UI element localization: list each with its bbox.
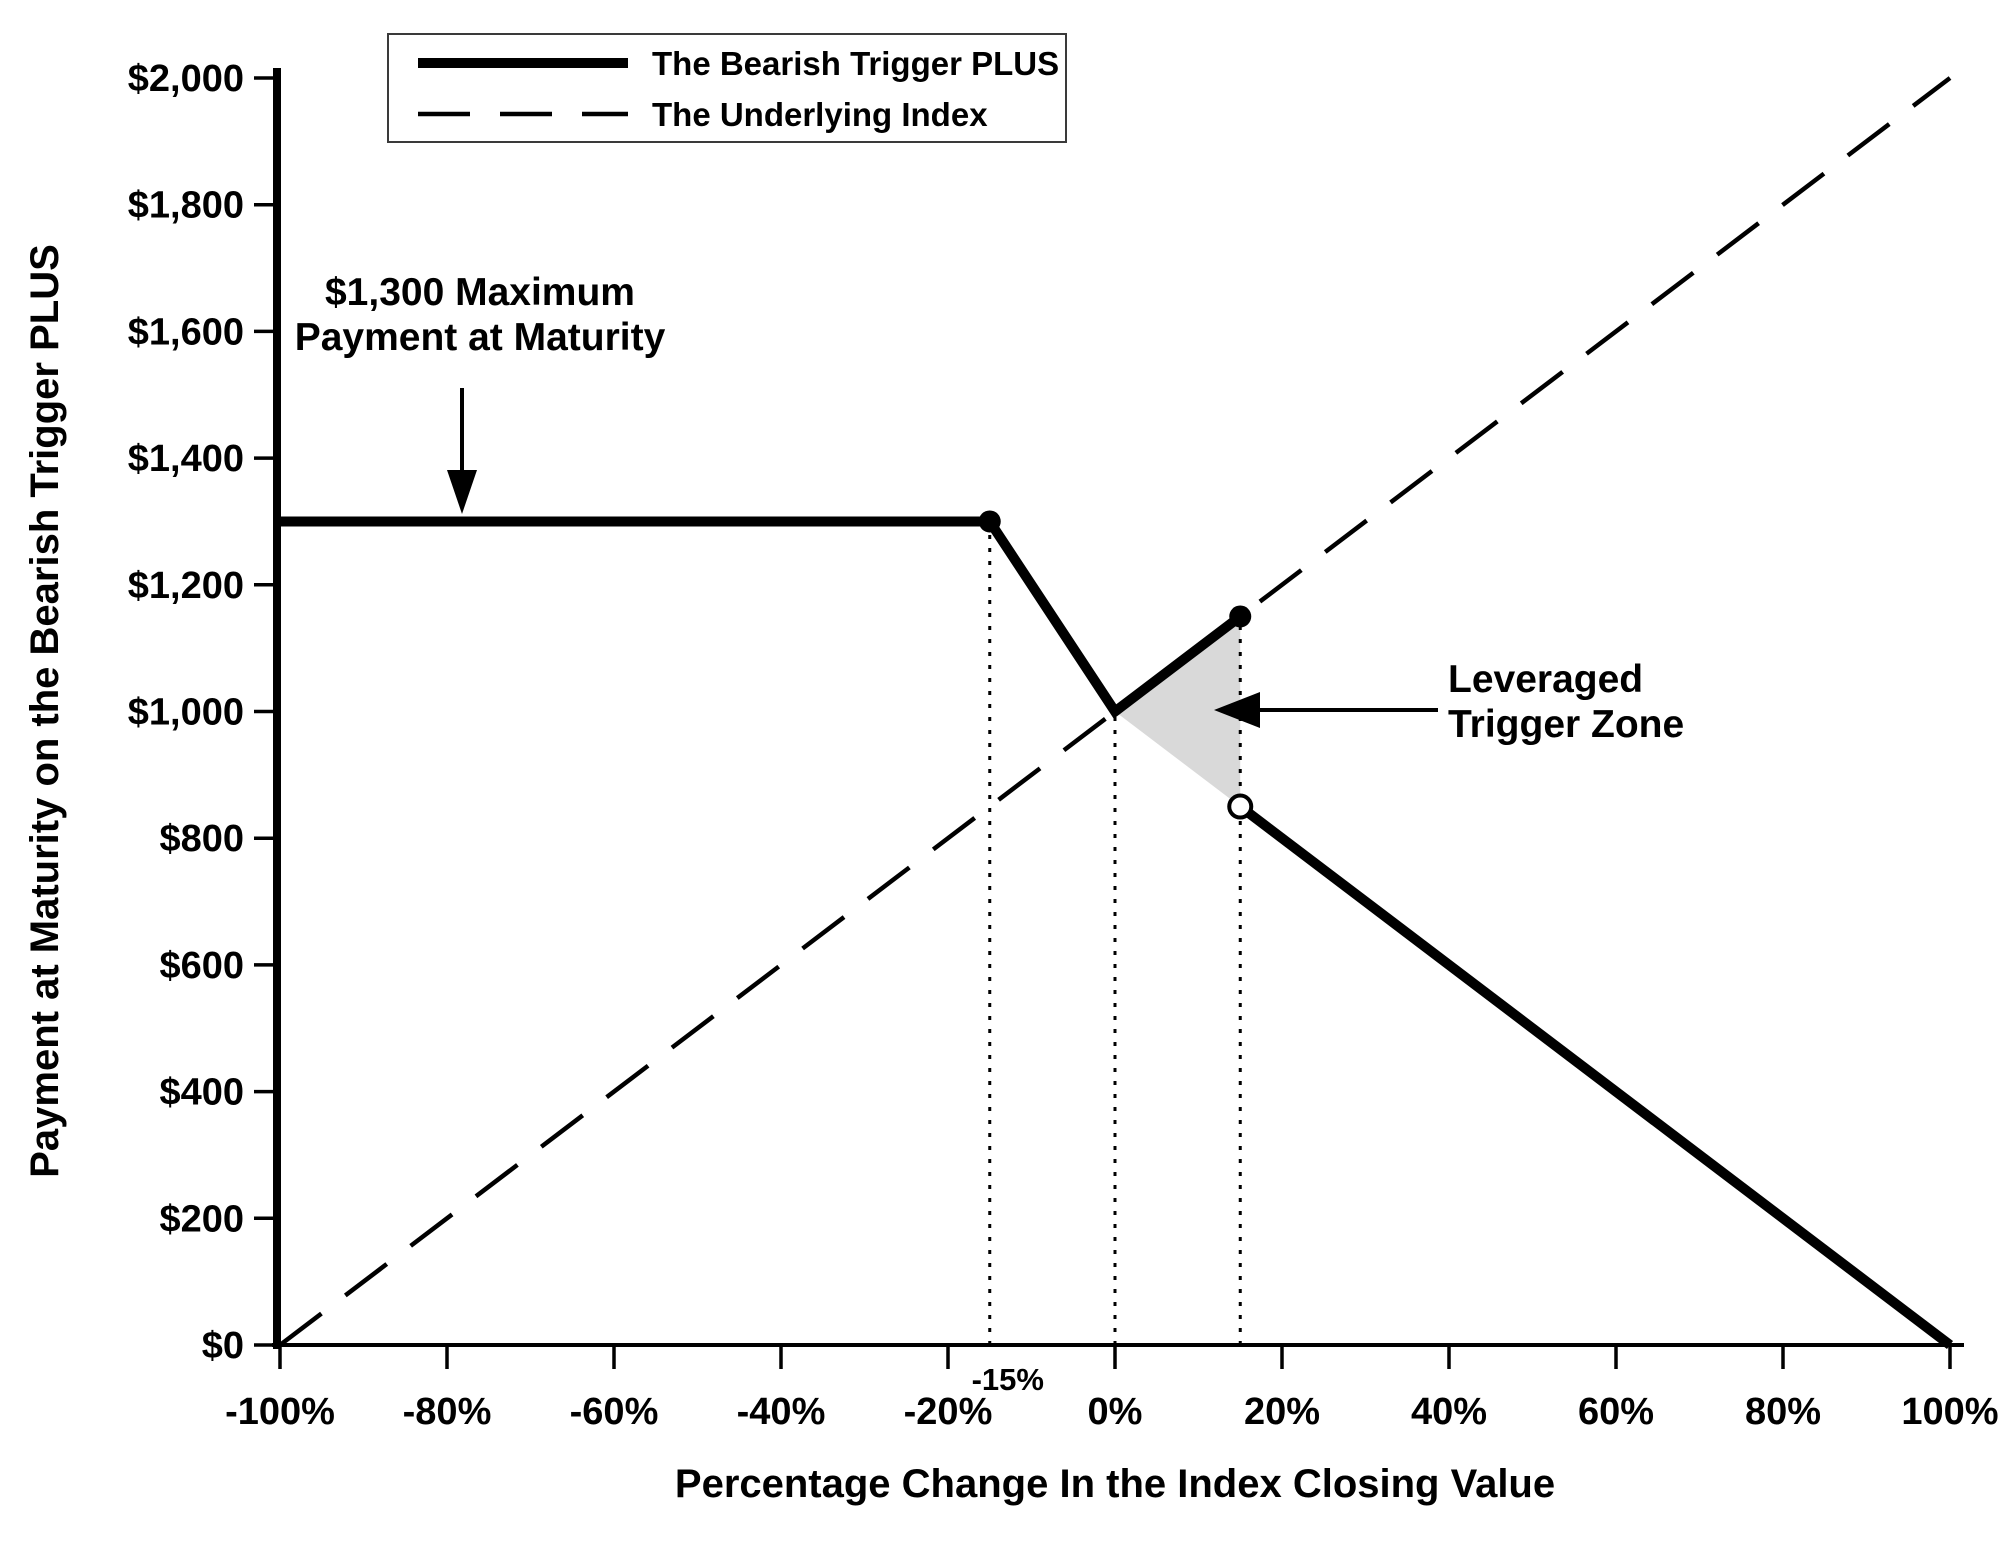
guide-layer [988,521,1242,1345]
x-tick-label: 60% [1578,1391,1654,1433]
bearish-trigger-plus-line [280,516,1244,719]
trigger-zone-annotation-line1: Leveraged [1448,658,1643,701]
axes-layer [254,68,1964,1369]
y-tick-label: $800 [159,818,244,860]
y-tick-label: $600 [159,945,244,987]
bearish-trigger-plus-layer [280,516,1954,1349]
x-tick-label: 40% [1411,1391,1487,1433]
x-tick-label: 100% [1901,1391,1998,1433]
legend-box [387,33,1067,143]
shade-layer [1115,616,1241,807]
y-tick-label: $400 [159,1072,244,1114]
leveraged-trigger-zone-shade [1115,616,1241,807]
left-arrow-head [1214,692,1260,728]
y-tick-label: $0 [202,1325,244,1367]
x-tick-label: -100% [225,1391,335,1433]
x-tick-label: 80% [1745,1391,1821,1433]
y-tick-label: $1,000 [128,692,244,734]
y-axis-title: Payment at Maturity on the Bearish Trigg… [23,244,67,1178]
filled-point-marker [978,510,1001,533]
x-tick-label: -20% [904,1391,993,1433]
x-tick-label: 20% [1244,1391,1320,1433]
x-tick-label: -60% [570,1391,659,1433]
underlying-index-line [278,76,1952,1347]
legend: The Bearish Trigger PLUS The Underlying … [387,33,1067,143]
filled-point-marker [1229,605,1252,628]
bearish-trigger-plus-line [1237,802,1954,1349]
y-tick-label: $1,800 [128,185,244,227]
y-tick-label: $1,200 [128,565,244,607]
y-tick-label: $200 [159,1198,244,1240]
leveraged-trigger-zone-annotation: Leveraged Trigger Zone [1214,658,1684,746]
x-tick-label: -40% [737,1391,826,1433]
x-tick-label: 0% [1088,1391,1143,1433]
y-tick-label: $2,000 [128,58,244,100]
tick-label-layer: $0 $200 $400 $600 $800 $1,000 $1,200 $1,400 $1,6… [128,58,1999,1433]
legend-label-bearish-trigger-plus: The Bearish Trigger PLUS [652,45,1059,82]
trigger-zone-annotation-line2: Trigger Zone [1448,703,1684,746]
max-payment-annotation-line1: $1,300 Maximum [325,271,635,314]
open-point-marker [1227,793,1254,820]
down-arrow-head [447,470,477,514]
legend-label-underlying-index: The Underlying Index [652,96,988,133]
x-tick-label-special: -15% [972,1362,1044,1397]
max-payment-annotation-line2: Payment at Maturity [295,316,666,359]
underlying-index-layer [278,76,1952,1347]
max-payment-annotation: $1,300 Maximum Payment at Maturity [295,271,666,514]
y-tick-label: $1,400 [128,438,244,480]
x-tick-label: -80% [403,1391,492,1433]
y-tick-label: $1,600 [128,311,244,353]
x-axis-title: Percentage Change In the Index Closing V… [675,1462,1555,1506]
marker-layer [978,510,1254,820]
